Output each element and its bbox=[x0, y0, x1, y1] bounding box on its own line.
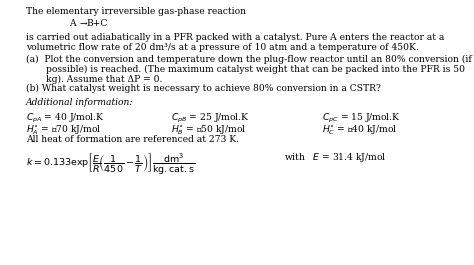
Text: volumetric flow rate of 20 dm³/s at a pressure of 10 atm and a temperature of 45: volumetric flow rate of 20 dm³/s at a pr… bbox=[26, 43, 419, 52]
Text: The elementary irreversible gas-phase reaction: The elementary irreversible gas-phase re… bbox=[26, 7, 246, 16]
Text: is carried out adiabatically in a PFR packed with a catalyst. Pure A enters the : is carried out adiabatically in a PFR pa… bbox=[26, 33, 445, 42]
Text: possible) is reached. (The maximum catalyst weight that can be packed into the P: possible) is reached. (The maximum catal… bbox=[26, 65, 465, 74]
Text: $C_{pB}$ = 25 J/mol.K: $C_{pB}$ = 25 J/mol.K bbox=[171, 112, 249, 125]
Text: $H_{A}^{\circ}$ = ⁲70 kJ/mol: $H_{A}^{\circ}$ = ⁲70 kJ/mol bbox=[26, 123, 101, 137]
Text: All heat of formation are referenced at 273 K.: All heat of formation are referenced at … bbox=[26, 135, 239, 144]
Text: $H_{C}^{\circ}$ = ⁲40 kJ/mol: $H_{C}^{\circ}$ = ⁲40 kJ/mol bbox=[322, 123, 398, 137]
Text: (b) What catalyst weight is necessary to achieve 80% conversion in a CSTR?: (b) What catalyst weight is necessary to… bbox=[26, 84, 381, 93]
Text: kg). Assume that ΔP = 0.: kg). Assume that ΔP = 0. bbox=[26, 74, 163, 83]
Text: with   $E$ = 31.4 kJ/mol: with $E$ = 31.4 kJ/mol bbox=[284, 151, 387, 164]
Text: $C_{pC}$ = 15 J/mol.K: $C_{pC}$ = 15 J/mol.K bbox=[322, 112, 401, 125]
Text: →: → bbox=[80, 19, 87, 28]
Text: A: A bbox=[69, 19, 78, 28]
Text: $k=0.133\exp\!\left[\dfrac{E}{R}\!\left(\dfrac{1}{450}-\dfrac{1}{T}\right)\right: $k=0.133\exp\!\left[\dfrac{E}{R}\!\left(… bbox=[26, 151, 195, 176]
Text: B+C: B+C bbox=[87, 19, 108, 28]
Text: Additional information:: Additional information: bbox=[26, 98, 134, 107]
Text: $H_{B}^{\circ}$ = ⁲50 kJ/mol: $H_{B}^{\circ}$ = ⁲50 kJ/mol bbox=[171, 123, 246, 137]
Text: (a)  Plot the conversion and temperature down the plug-flow reactor until an 80%: (a) Plot the conversion and temperature … bbox=[26, 55, 472, 64]
Text: $C_{pA}$ = 40 J/mol.K: $C_{pA}$ = 40 J/mol.K bbox=[26, 112, 105, 125]
